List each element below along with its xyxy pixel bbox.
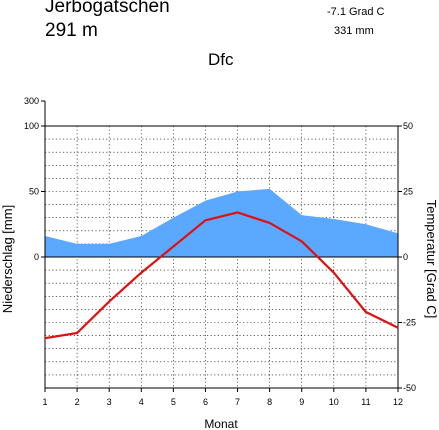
temp-tick-label: 50 — [403, 121, 413, 131]
left-axis-label: Niederschlag [mm] — [0, 205, 15, 313]
x-tick-label: 9 — [299, 397, 304, 407]
x-tick-label: 1 — [42, 397, 47, 407]
temp-tick-label: -25 — [403, 318, 416, 328]
x-tick-label: 3 — [107, 397, 112, 407]
x-axis-label: Monat — [204, 417, 238, 430]
precip-tick-label: 0 — [34, 252, 39, 262]
precip-tick-label: 300 — [24, 96, 39, 106]
precip-tick-label: 50 — [29, 187, 39, 197]
temp-tick-label: -50 — [403, 383, 416, 393]
x-tick-label: 4 — [139, 397, 144, 407]
annual-precipitation: 331 mm — [334, 25, 374, 37]
mean-temperature: -7.1 Grad C — [327, 6, 385, 18]
station-name: Jerbogatschen — [45, 0, 170, 17]
precip-tick-label: 100 — [24, 121, 39, 131]
station-elevation: 291 m — [45, 20, 98, 41]
x-tick-label: 10 — [329, 397, 339, 407]
temp-tick-label: 25 — [403, 187, 413, 197]
x-tick-label: 6 — [203, 397, 208, 407]
right-axis-label: Temperatur [Grad C] — [424, 200, 439, 319]
x-tick-label: 2 — [75, 397, 80, 407]
precipitation-area — [45, 188, 398, 257]
temperature-line — [44, 211, 399, 340]
x-tick-label: 5 — [171, 397, 176, 407]
x-tick-label: 7 — [235, 397, 240, 407]
climate-class: Dfc — [208, 50, 234, 69]
temp-tick-label: 0 — [403, 252, 408, 262]
x-tick-label: 12 — [393, 397, 403, 407]
x-tick-label: 11 — [361, 397, 370, 407]
x-tick-label: 8 — [267, 397, 272, 407]
